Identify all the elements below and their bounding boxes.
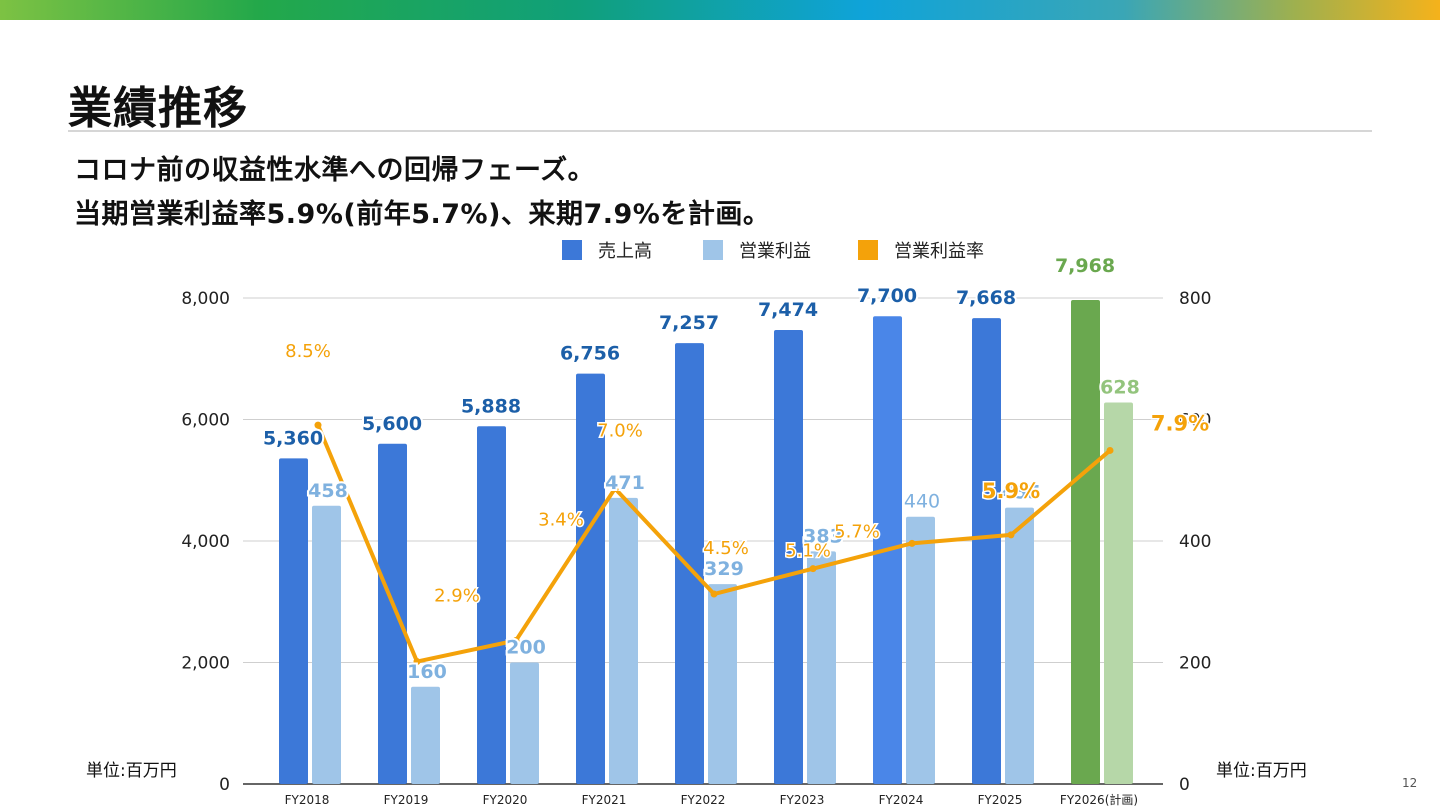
operating-margin-data-label: 8.5% bbox=[285, 341, 331, 362]
x-axis-category-label: FY2019 bbox=[384, 793, 429, 807]
sales-bar bbox=[378, 443, 407, 784]
left-axis-tick-label: 6,000 bbox=[181, 411, 230, 431]
right-axis-tick-label: 800 bbox=[1179, 289, 1211, 309]
sales-bar bbox=[972, 318, 1001, 784]
legend-swatch bbox=[703, 240, 723, 260]
operating-margin-data-label: 7.0% bbox=[597, 420, 643, 441]
operating-income-bar bbox=[708, 584, 737, 784]
sales-data-label: 7,668 bbox=[956, 287, 1016, 309]
operating-income-bar bbox=[906, 516, 935, 784]
x-axis-category-label: FY2024 bbox=[879, 793, 924, 807]
left-axis-tick-label: 0 bbox=[219, 775, 230, 795]
operating-income-bar bbox=[411, 686, 440, 784]
legend-label: 営業利益率 bbox=[894, 241, 984, 262]
operating-income-data-label: 455 bbox=[1001, 482, 1041, 504]
operating-margin-data-label: 7.9% bbox=[1151, 411, 1209, 435]
sales-bar bbox=[774, 329, 803, 784]
operating-income-data-label: 628 bbox=[1100, 376, 1140, 398]
sales-data-label: 7,700 bbox=[857, 285, 917, 307]
operating-income-data-label: 200 bbox=[506, 637, 546, 659]
operating-income-bar bbox=[510, 662, 539, 784]
operating-margin-point bbox=[1106, 446, 1114, 454]
operating-income-data-label: 471 bbox=[605, 472, 645, 494]
operating-income-bar bbox=[1104, 402, 1133, 784]
x-axis-category-label: FY2020 bbox=[483, 793, 528, 807]
x-axis-category-label: FY2023 bbox=[780, 793, 825, 807]
operating-income-bar bbox=[807, 551, 836, 784]
subtitle-line-2: 当期営業利益率5.9%(前年5.7%)、来期7.9%を計画。 bbox=[74, 199, 771, 230]
x-axis-category-label: FY2022 bbox=[681, 793, 726, 807]
sales-data-label: 5,888 bbox=[461, 395, 521, 417]
page-title: 業績推移 bbox=[68, 83, 248, 134]
legend-swatch bbox=[562, 240, 582, 260]
operating-margin-point bbox=[314, 421, 322, 429]
x-axis-category-label: FY2021 bbox=[582, 793, 627, 807]
sales-data-label: 5,600 bbox=[362, 413, 422, 435]
right-axis-tick-label: 400 bbox=[1179, 532, 1211, 552]
x-axis-category-label: FY2018 bbox=[285, 793, 330, 807]
sales-data-label: 7,474 bbox=[758, 299, 818, 321]
sales-data-label: 7,968 bbox=[1055, 255, 1115, 277]
subtitle-line-1: コロナ前の収益性水準への回帰フェーズ。 bbox=[74, 155, 596, 186]
sales-bar bbox=[1071, 299, 1100, 784]
operating-income-data-label: 440 bbox=[904, 491, 940, 513]
sales-data-label: 5,360 bbox=[263, 427, 323, 449]
operating-income-data-label: 329 bbox=[704, 558, 744, 580]
sales-data-label: 7,257 bbox=[659, 312, 719, 334]
legend-swatch bbox=[858, 240, 878, 260]
operating-margin-point bbox=[710, 590, 718, 598]
operating-margin-data-label: 5.9% bbox=[982, 479, 1040, 503]
operating-margin-point bbox=[611, 484, 619, 492]
operating-income-data-label: 458 bbox=[308, 480, 348, 502]
operating-margin-data-label: 5.7% bbox=[834, 521, 880, 542]
right-axis-tick-label: 600 bbox=[1179, 411, 1211, 431]
sales-bar bbox=[576, 373, 605, 784]
operating-income-bar bbox=[609, 497, 638, 784]
top-gradient-bar bbox=[0, 0, 1440, 20]
operating-margin-data-label: 4.5% bbox=[703, 538, 749, 559]
unit-label-left: 単位:百万円 bbox=[86, 761, 177, 781]
unit-label-right: 単位:百万円 bbox=[1216, 761, 1307, 781]
legend-label: 営業利益 bbox=[739, 241, 811, 262]
sales-bar bbox=[477, 426, 506, 784]
operating-margin-point bbox=[809, 565, 817, 573]
operating-margin-point bbox=[413, 658, 421, 666]
page-number: 12 bbox=[1402, 776, 1418, 790]
x-axis-category-label: FY2025 bbox=[978, 793, 1023, 807]
operating-margin-data-label: 3.4% bbox=[538, 509, 584, 530]
right-axis-tick-label: 0 bbox=[1179, 775, 1190, 795]
title-divider bbox=[68, 130, 1372, 132]
right-axis-tick-label: 200 bbox=[1179, 654, 1211, 674]
operating-margin-data-label: 5.1% bbox=[785, 541, 831, 562]
operating-income-bar bbox=[1005, 507, 1034, 784]
operating-margin-point bbox=[908, 539, 916, 547]
left-axis-tick-label: 8,000 bbox=[181, 289, 230, 309]
left-axis-tick-label: 2,000 bbox=[181, 654, 230, 674]
legend-label: 売上高 bbox=[598, 241, 652, 262]
sales-bar bbox=[279, 458, 308, 784]
operating-margin-point bbox=[1007, 531, 1015, 539]
sales-data-label: 6,756 bbox=[560, 343, 620, 365]
operating-income-bar bbox=[312, 505, 341, 784]
operating-income-data-label: 160 bbox=[407, 661, 447, 683]
sales-bar bbox=[675, 343, 704, 784]
left-axis-tick-label: 4,000 bbox=[181, 532, 230, 552]
operating-margin-data-label: 2.9% bbox=[434, 586, 480, 607]
operating-margin-point bbox=[512, 636, 520, 644]
x-axis-category-label: FY2026(計画) bbox=[1060, 792, 1138, 807]
operating-income-data-label: 383 bbox=[803, 525, 843, 547]
